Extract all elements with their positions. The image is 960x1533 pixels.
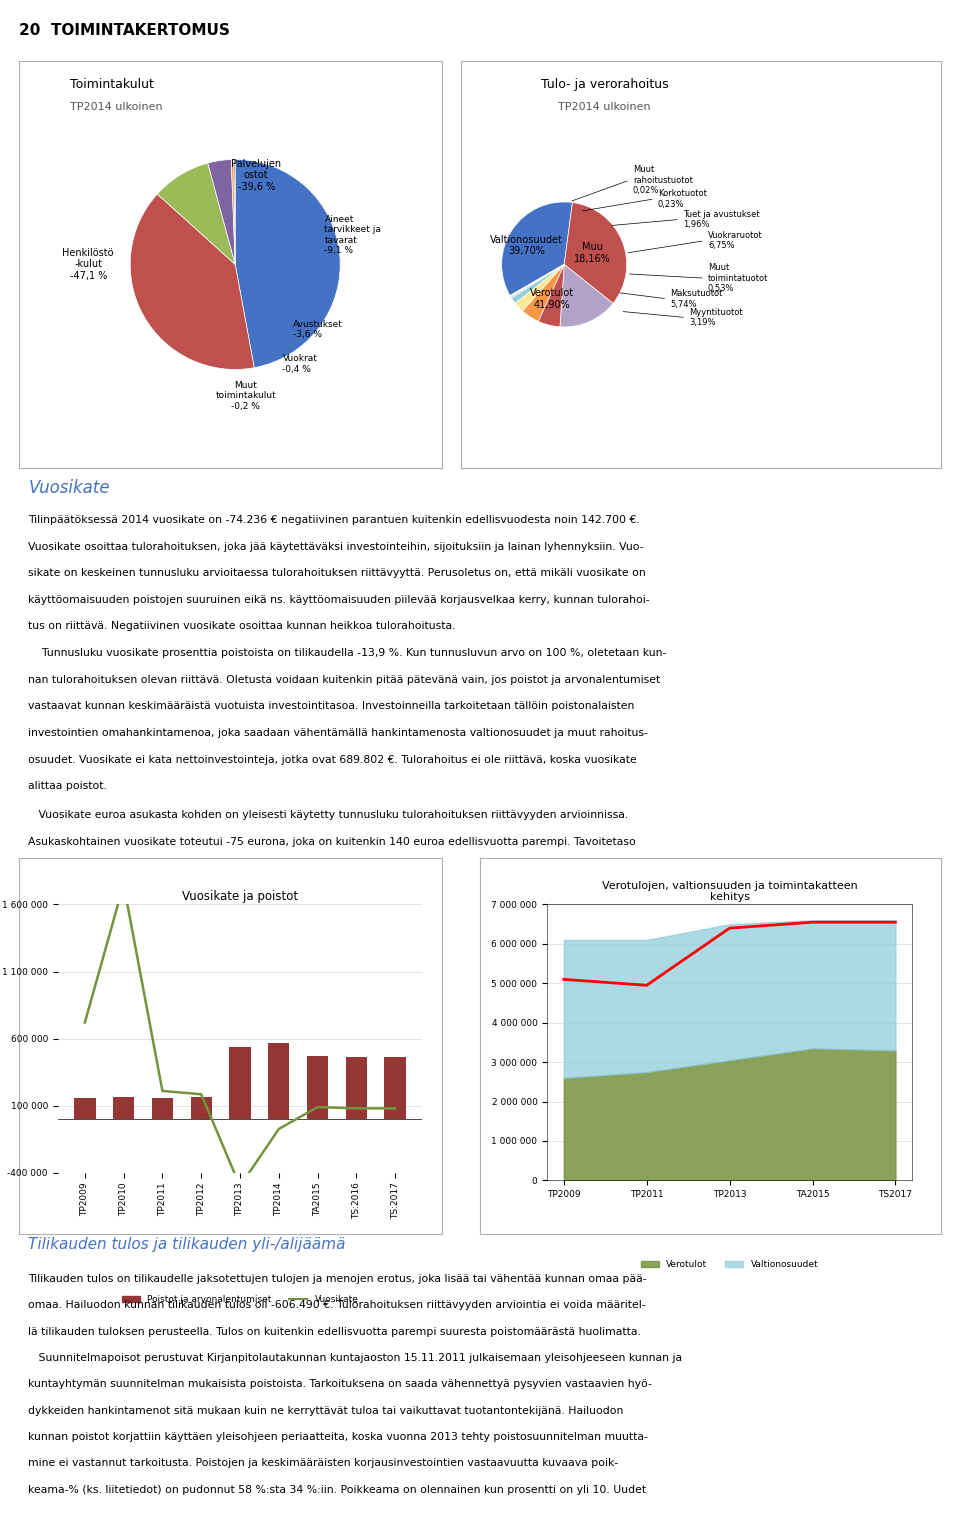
- Title: Verotulojen, valtionsuuden ja toimintakatteen
kehitys: Verotulojen, valtionsuuden ja toimintaka…: [602, 880, 857, 903]
- Wedge shape: [560, 264, 613, 327]
- Text: lä tilikauden tuloksen perusteella. Tulos on kuitenkin edellisvuotta parempi suu: lä tilikauden tuloksen perusteella. Tulo…: [29, 1326, 641, 1337]
- Text: 20  TOIMINTAKERTOMUS: 20 TOIMINTAKERTOMUS: [19, 23, 230, 38]
- Wedge shape: [522, 264, 564, 322]
- Text: nan tulorahoituksen olevan riittävä. Oletusta voidaan kuitenkin pitää pätevänä v: nan tulorahoituksen olevan riittävä. Ole…: [29, 675, 660, 685]
- Wedge shape: [511, 264, 564, 297]
- Text: Suunnitelmapoisot perustuvat Kirjanpitolautakunnan kuntajaoston 15.11.2011 julka: Suunnitelmapoisot perustuvat Kirjanpitol…: [29, 1354, 683, 1363]
- Text: vastaavat kunnan keskimääräistä vuotuista investointitasoa. Investoinneilla tark: vastaavat kunnan keskimääräistä vuotuist…: [29, 702, 635, 711]
- Bar: [190, 1098, 212, 1119]
- Text: dykkeiden hankintamenot sitä mukaan kuin ne kerryttävät tuloa tai vaikuttavat tu: dykkeiden hankintamenot sitä mukaan kuin…: [29, 1406, 624, 1415]
- Text: Henkilöstö
-kulut
-47,1 %: Henkilöstö -kulut -47,1 %: [62, 248, 114, 281]
- Text: Vuosikate euroa asukasta kohden on yleisesti käytetty tunnusluku tulorahoituksen: Vuosikate euroa asukasta kohden on yleis…: [29, 809, 629, 820]
- Text: Tulo- ja verorahoitus: Tulo- ja verorahoitus: [541, 78, 668, 90]
- Text: Myyntituotot
3,19%: Myyntituotot 3,19%: [689, 308, 743, 327]
- Text: keama-% (ks. liitetiedot) on pudonnut 58 %:sta 34 %:iin. Poikkeama on olennainen: keama-% (ks. liitetiedot) on pudonnut 58…: [29, 1485, 646, 1495]
- Text: Muu
18,16%: Muu 18,16%: [574, 242, 611, 264]
- Bar: [74, 1098, 95, 1119]
- Text: tus on riittävä. Negatiivinen vuosikate osoittaa kunnan heikkoa tulorahoitusta.: tus on riittävä. Negatiivinen vuosikate …: [29, 621, 456, 632]
- Title: Vuosikate ja poistot: Vuosikate ja poistot: [182, 891, 298, 903]
- Bar: [385, 1058, 406, 1119]
- Bar: [113, 1098, 134, 1119]
- Wedge shape: [157, 162, 235, 265]
- Wedge shape: [207, 159, 235, 265]
- Text: Vuokrat
-0,4 %: Vuokrat -0,4 %: [282, 354, 318, 374]
- Text: Verotulot
41,90%: Verotulot 41,90%: [530, 288, 574, 310]
- Text: Maksutuotot
5,74%: Maksutuotot 5,74%: [670, 290, 723, 308]
- Text: Tilikauden tulos ja tilikauden yli-/alijäämä: Tilikauden tulos ja tilikauden yli-/alij…: [29, 1237, 346, 1252]
- Text: Toimintakulut: Toimintakulut: [70, 78, 154, 90]
- Bar: [307, 1056, 328, 1119]
- Text: TP2014 ulkoinen: TP2014 ulkoinen: [70, 103, 162, 112]
- Wedge shape: [235, 159, 340, 368]
- Wedge shape: [231, 159, 235, 265]
- Wedge shape: [510, 264, 564, 296]
- Text: Aineet
tarvikkeet ja
tavarat
-9,1 %: Aineet tarvikkeet ja tavarat -9,1 %: [324, 215, 381, 254]
- Text: Tilinpäätöksessä 2014 vuosikate on -74.236 € negatiivinen parantuen kuitenkin ed: Tilinpäätöksessä 2014 vuosikate on -74.2…: [29, 515, 640, 524]
- Text: Tunnusluku vuosikate prosenttia poistoista on tilikaudella -13,9 %. Kun tunnuslu: Tunnusluku vuosikate prosenttia poistois…: [29, 648, 667, 658]
- Text: Vuokraruotot
6,75%: Vuokraruotot 6,75%: [708, 231, 762, 250]
- Text: osuudet. Vuosikate ei kata nettoinvestointeja, jotka ovat 689.802 €. Tulorahoitu: osuudet. Vuosikate ei kata nettoinvestoi…: [29, 754, 637, 765]
- Text: Korkotuotot
0,23%: Korkotuotot 0,23%: [658, 189, 707, 208]
- Text: Tuet ja avustukset
1,96%: Tuet ja avustukset 1,96%: [683, 210, 759, 228]
- Text: investointien omahankintamenoa, joka saadaan vähentämällä hankintamenosta valtio: investointien omahankintamenoa, joka saa…: [29, 728, 648, 737]
- Text: Vuosikate osoittaa tulorahoituksen, joka jää käytettäväksi investointeihin, sijo: Vuosikate osoittaa tulorahoituksen, joka…: [29, 541, 644, 552]
- Wedge shape: [502, 202, 572, 296]
- Text: kuntayhtymän suunnitelman mukaisista poistoista. Tarkoituksena on saada vähennet: kuntayhtymän suunnitelman mukaisista poi…: [29, 1380, 652, 1389]
- Text: Muut
toimintatuotot
0,53%: Muut toimintatuotot 0,53%: [708, 264, 768, 293]
- Text: alittaa poistot.: alittaa poistot.: [29, 782, 108, 791]
- Text: käyttöomaisuuden poistojen suuruinen eikä ns. käyttöomaisuuden piilevää korjausv: käyttöomaisuuden poistojen suuruinen eik…: [29, 595, 650, 606]
- Text: Tilikauden tulos on tilikaudelle jaksotettujen tulojen ja menojen erotus, joka l: Tilikauden tulos on tilikaudelle jaksote…: [29, 1274, 647, 1283]
- Bar: [268, 1042, 290, 1119]
- Text: Avustukset
-3,6 %: Avustukset -3,6 %: [293, 320, 343, 339]
- Wedge shape: [234, 159, 235, 265]
- Wedge shape: [131, 195, 254, 369]
- Text: TP2014 ulkoinen: TP2014 ulkoinen: [559, 103, 651, 112]
- Legend: Verotulot, Valtionosuudet: Verotulot, Valtionosuudet: [637, 1256, 822, 1272]
- Wedge shape: [516, 264, 564, 311]
- Text: Valtionosuudet
39,70%: Valtionosuudet 39,70%: [491, 235, 564, 256]
- Text: Asukaskohtainen vuosikate toteutui -75 eurona, joka on kuitenkin 140 euroa edell: Asukaskohtainen vuosikate toteutui -75 e…: [29, 837, 636, 846]
- Wedge shape: [564, 202, 627, 304]
- Text: Muut
rahoitustuotot
0,02%: Muut rahoitustuotot 0,02%: [633, 166, 693, 195]
- Wedge shape: [512, 264, 564, 304]
- Text: omaa. Hailuodon kunnan tilikauden tulos oli -606.490 €. Tulorahoituksen riittävy: omaa. Hailuodon kunnan tilikauden tulos …: [29, 1300, 646, 1311]
- Bar: [229, 1047, 251, 1119]
- Wedge shape: [539, 264, 564, 327]
- Bar: [152, 1098, 173, 1119]
- Text: Vuosikate: Vuosikate: [29, 478, 110, 497]
- Text: sikate on keskeinen tunnusluku arvioitaessa tulorahoituksen riittävyyttä. Peruso: sikate on keskeinen tunnusluku arvioitae…: [29, 569, 646, 578]
- Text: Palvelujen
ostot
-39,6 %: Palvelujen ostot -39,6 %: [231, 158, 281, 192]
- Text: kunnan poistot korjattiin käyttäen yleisohjeen periaatteita, koska vuonna 2013 t: kunnan poistot korjattiin käyttäen yleis…: [29, 1432, 648, 1443]
- Text: Muut
toimintakulut
-0,2 %: Muut toimintakulut -0,2 %: [215, 380, 276, 411]
- Legend: Poistot ja arvonalentumiset, Vuosikate: Poistot ja arvonalentumiset, Vuosikate: [118, 1291, 362, 1308]
- Bar: [346, 1058, 367, 1119]
- Wedge shape: [510, 264, 564, 296]
- Text: mine ei vastannut tarkoitusta. Poistojen ja keskimääräisten korjausinvestointien: mine ei vastannut tarkoitusta. Poistojen…: [29, 1458, 618, 1469]
